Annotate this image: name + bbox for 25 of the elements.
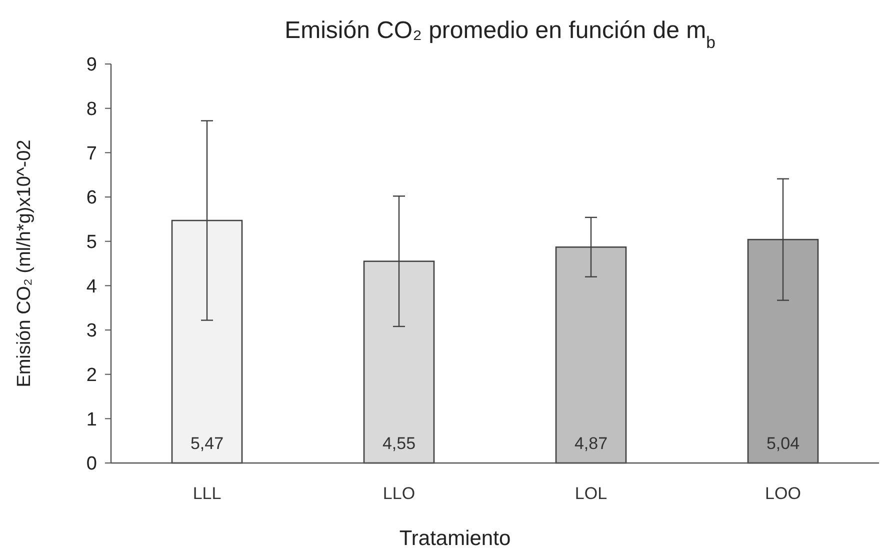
data-label: 5,04 bbox=[766, 434, 800, 453]
y-tick-label: 5 bbox=[86, 232, 97, 253]
data-label: 4,87 bbox=[574, 434, 608, 453]
y-tick-label: 1 bbox=[86, 409, 97, 430]
y-tick-label: 0 bbox=[86, 454, 97, 475]
bar bbox=[171, 220, 243, 464]
y-tick-label: 8 bbox=[86, 98, 97, 120]
y-axis-title: Emisión CO₂ (ml/h*g)x10^-02 bbox=[14, 140, 35, 388]
y-tick-label: 7 bbox=[86, 143, 97, 164]
x-tick-label: LLO bbox=[382, 484, 416, 503]
x-axis-title: Tratamiento bbox=[399, 527, 511, 550]
x-tick-label: LOL bbox=[574, 484, 608, 503]
bar bbox=[363, 260, 435, 464]
x-tick-label: LLL bbox=[192, 484, 222, 503]
data-label: 5,47 bbox=[190, 434, 224, 453]
y-tick-label: 6 bbox=[86, 188, 97, 209]
bar bbox=[555, 246, 627, 464]
x-tick-label: LOO bbox=[765, 484, 801, 503]
y-tick-label: 4 bbox=[86, 276, 98, 298]
y-tick-label: 9 bbox=[86, 54, 97, 76]
data-label: 4,55 bbox=[382, 434, 416, 453]
y-tick-label: 3 bbox=[86, 320, 97, 342]
bar bbox=[747, 238, 819, 464]
chart-title: Emisión CO₂ promedio en función de m$_{b}$ bbox=[284, 17, 716, 52]
y-tick-label: 2 bbox=[86, 364, 97, 386]
